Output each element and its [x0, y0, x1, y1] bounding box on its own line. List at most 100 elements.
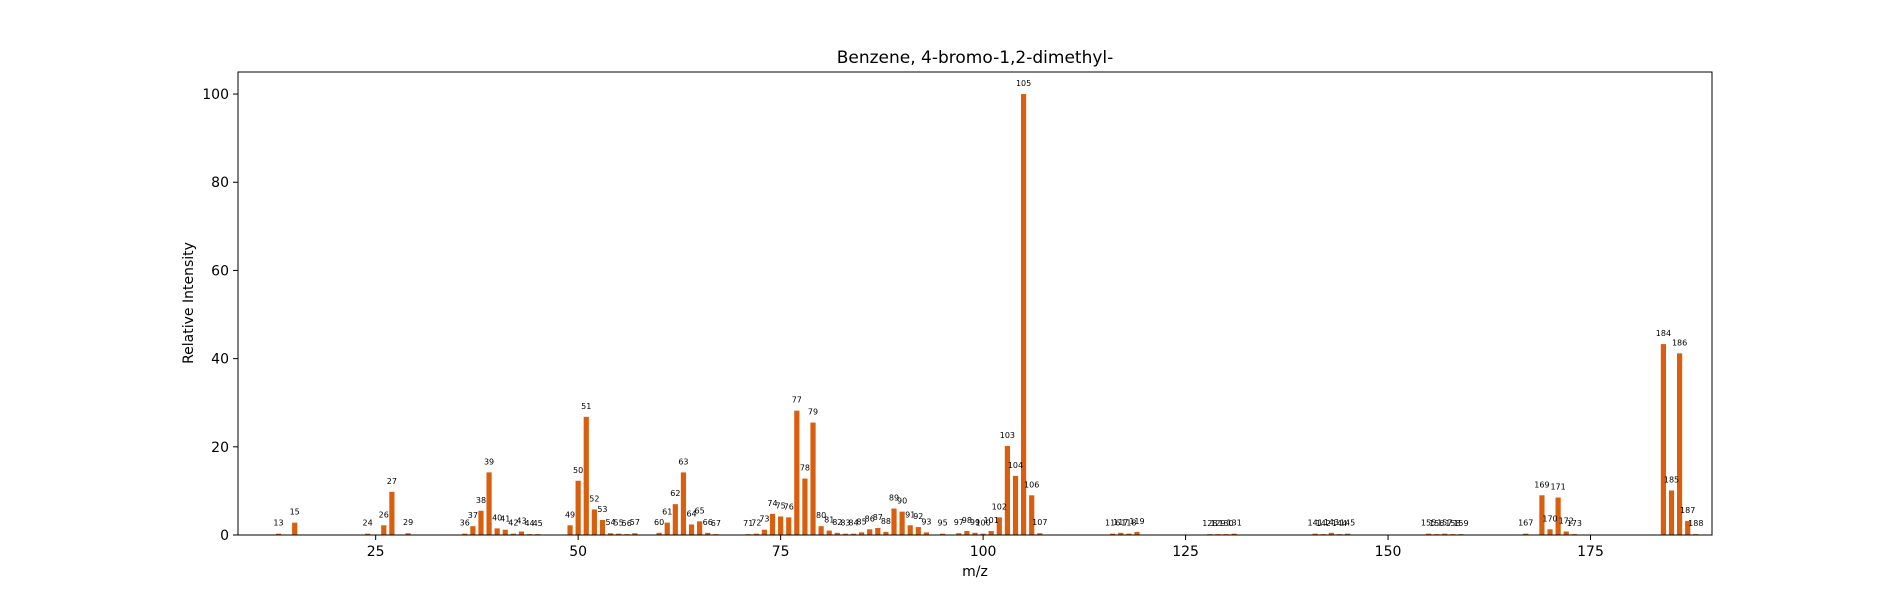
- peak-label-106: 106: [1024, 480, 1039, 489]
- peak-label-100: 100: [975, 519, 990, 528]
- bar-mz-187: [1685, 520, 1691, 535]
- bar-mz-81: [826, 530, 832, 535]
- peak-label-128: 128: [1202, 519, 1217, 528]
- peak-label-53: 53: [597, 505, 607, 514]
- bar-mz-15: [292, 522, 298, 535]
- bars-group: [275, 94, 1699, 536]
- bar-mz-84: [850, 533, 857, 535]
- peak-label-77: 77: [792, 396, 802, 405]
- bar-mz-99: [972, 532, 978, 535]
- bar-mz-39: [486, 472, 492, 535]
- peak-label-118: 118: [1121, 519, 1136, 528]
- x-tick-label: 50: [569, 544, 587, 560]
- peak-label-74: 74: [767, 499, 777, 508]
- bar-mz-107: [1037, 533, 1043, 535]
- peak-label-87: 87: [873, 513, 883, 522]
- bar-mz-101: [988, 531, 994, 535]
- peak-label-60: 60: [654, 518, 664, 527]
- y-tick-label: 40: [211, 352, 229, 368]
- peak-label-184: 184: [1656, 329, 1671, 338]
- peak-label-90: 90: [897, 497, 907, 506]
- bar-mz-119: [1134, 531, 1140, 535]
- peak-label-117: 117: [1113, 518, 1128, 527]
- bar-mz-141: [1312, 533, 1318, 535]
- peak-label-119: 119: [1129, 517, 1144, 526]
- bar-mz-38: [478, 510, 484, 535]
- bar-mz-93: [923, 532, 930, 535]
- peak-label-62: 62: [670, 489, 680, 498]
- bar-mz-54: [607, 533, 614, 535]
- bar-mz-87: [875, 527, 881, 535]
- peak-label-84: 84: [848, 519, 858, 528]
- bar-mz-40: [494, 528, 500, 535]
- bar-mz-89: [891, 508, 897, 535]
- bar-mz-80: [818, 526, 824, 535]
- peak-label-116: 116: [1105, 519, 1120, 528]
- y-tick-label: 80: [211, 175, 229, 191]
- peak-label-155: 155: [1421, 519, 1436, 528]
- bar-mz-170: [1547, 529, 1553, 535]
- peak-label-42: 42: [508, 519, 518, 528]
- bar-mz-83: [842, 533, 849, 535]
- bar-mz-66: [705, 532, 711, 535]
- bar-mz-60: [656, 532, 662, 535]
- peak-label-91: 91: [905, 510, 915, 519]
- bar-mz-75: [778, 516, 784, 535]
- peak-label-29: 29: [403, 518, 413, 527]
- peak-label-98: 98: [962, 516, 972, 525]
- peak-label-43: 43: [516, 516, 526, 525]
- bar-mz-106: [1029, 495, 1035, 535]
- y-axis-ticks: 0 20 40 60 80 100: [202, 87, 238, 544]
- bar-mz-79: [810, 422, 816, 535]
- bar-mz-155: [1425, 533, 1432, 535]
- peak-label-187: 187: [1680, 506, 1695, 515]
- peak-label-92: 92: [913, 512, 923, 521]
- x-tick-label: 175: [1577, 544, 1604, 560]
- peak-label-186: 186: [1672, 338, 1687, 347]
- peak-label-49: 49: [565, 510, 575, 519]
- bar-mz-91: [907, 525, 913, 535]
- bar-mz-27: [389, 491, 395, 535]
- bar-mz-41: [502, 529, 508, 535]
- bar-mz-131: [1231, 533, 1237, 535]
- peak-label-65: 65: [695, 506, 705, 515]
- peak-label-95: 95: [938, 519, 948, 528]
- peak-label-85: 85: [857, 517, 867, 526]
- bar-mz-57: [632, 533, 638, 535]
- peak-label-99: 99: [970, 518, 980, 527]
- bar-mz-43: [518, 531, 525, 535]
- x-tick-label: 100: [970, 544, 997, 560]
- bar-mz-171: [1555, 497, 1561, 535]
- peak-label-86: 86: [865, 514, 875, 523]
- bar-mz-76: [786, 517, 792, 535]
- peak-label-15: 15: [290, 508, 300, 517]
- peak-label-158: 158: [1445, 519, 1460, 528]
- x-tick-label: 25: [367, 544, 385, 560]
- bar-mz-85: [859, 532, 865, 535]
- bar-mz-50: [575, 480, 581, 535]
- peak-label-185: 185: [1664, 475, 1679, 484]
- peak-label-39: 39: [484, 457, 494, 466]
- bar-mz-65: [697, 521, 703, 535]
- peak-label-73: 73: [759, 515, 769, 524]
- peak-label-80: 80: [816, 511, 826, 520]
- bar-mz-51: [583, 416, 589, 535]
- peak-label-156: 156: [1429, 519, 1444, 528]
- bar-mz-77: [794, 410, 800, 535]
- bar-mz-104: [1012, 475, 1019, 535]
- bar-mz-88: [883, 531, 889, 535]
- peak-label-67: 67: [711, 519, 721, 528]
- bar-mz-103: [1004, 445, 1010, 535]
- bar-mz-37: [470, 526, 476, 535]
- bar-mz-98: [964, 531, 970, 535]
- peak-label-51: 51: [581, 402, 591, 411]
- bar-mz-49: [567, 525, 573, 535]
- bar-mz-116: [1110, 533, 1116, 535]
- peak-label-159: 159: [1453, 519, 1468, 528]
- peak-label-169: 169: [1534, 480, 1549, 489]
- bar-mz-145: [1344, 533, 1351, 535]
- x-tick-label: 125: [1172, 544, 1199, 560]
- bar-mz-64: [688, 524, 695, 535]
- peak-label-173: 173: [1567, 519, 1582, 528]
